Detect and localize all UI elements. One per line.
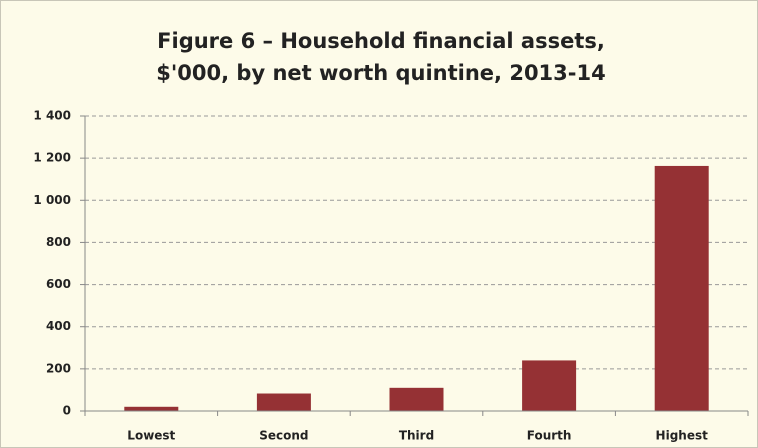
x-tick-label: Third (399, 429, 434, 443)
y-tick-label: 400 (46, 319, 71, 333)
y-tick-label: 0 (63, 404, 71, 418)
y-tick-label: 800 (46, 235, 71, 249)
chart-title: Figure 6 – Household financial assets, $… (156, 29, 606, 85)
y-tick-label: 1 400 (33, 109, 71, 123)
y-tick-label: 600 (46, 277, 71, 291)
y-tick-label: 200 (46, 361, 71, 375)
x-tick-label: Fourth (527, 429, 572, 443)
bar (522, 360, 577, 411)
bar (256, 393, 311, 411)
x-tick-label: Highest (656, 429, 709, 443)
y-tick-label: 1 200 (33, 151, 71, 165)
y-tick-label: 1 000 (33, 193, 71, 207)
x-tick-label: Second (259, 429, 308, 443)
bar (654, 165, 709, 411)
bar (124, 406, 179, 411)
bar (389, 387, 444, 411)
x-tick-label: Lowest (127, 429, 175, 443)
